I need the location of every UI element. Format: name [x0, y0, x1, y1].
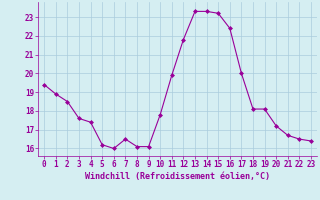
X-axis label: Windchill (Refroidissement éolien,°C): Windchill (Refroidissement éolien,°C)	[85, 172, 270, 181]
